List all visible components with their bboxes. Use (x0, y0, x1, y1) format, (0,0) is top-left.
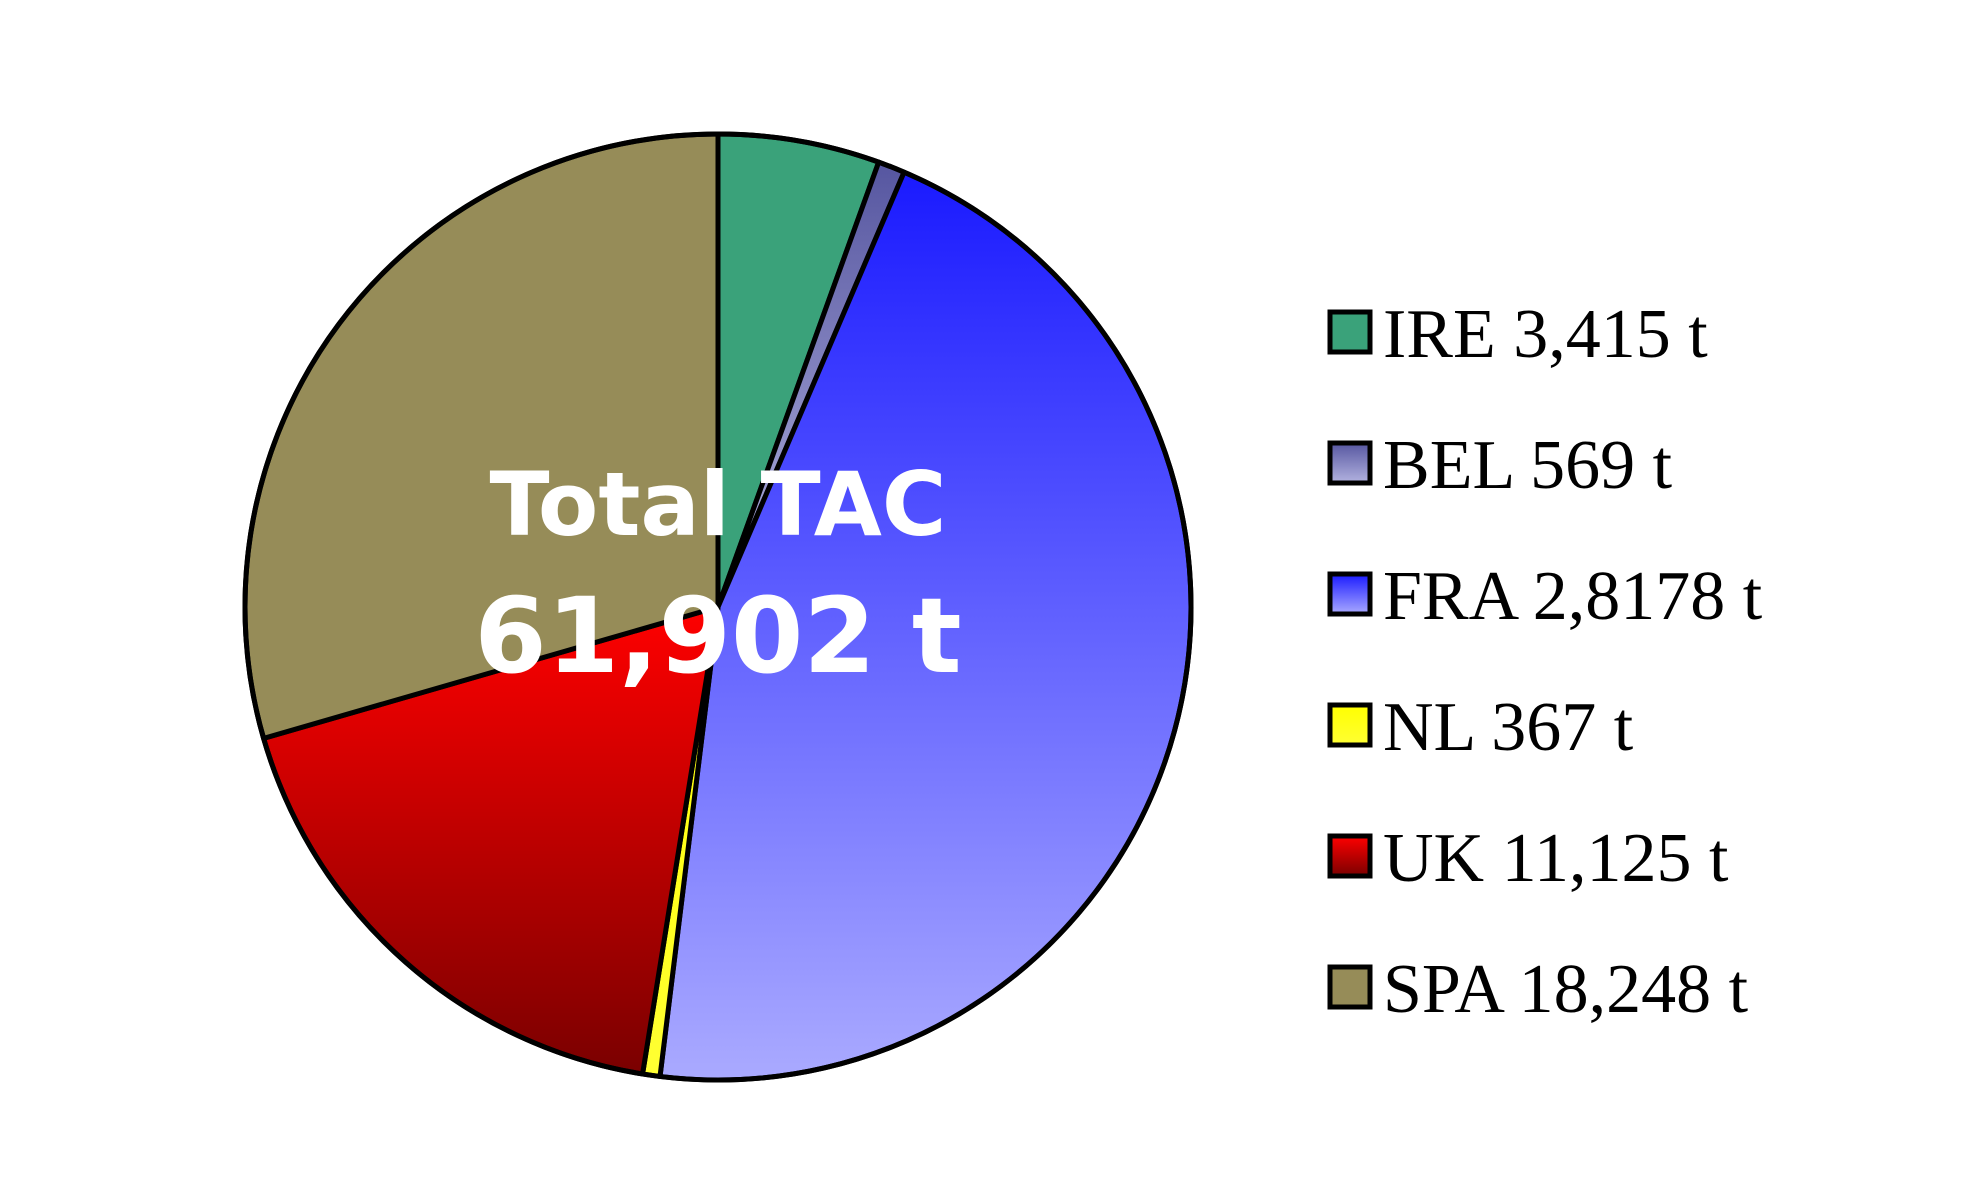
legend-label-nl: NL 367 t (1383, 689, 1634, 766)
legend-swatch-spa (1327, 964, 1373, 1010)
legend-label-fra: FRA 2,8178 t (1383, 558, 1763, 635)
legend-label-spa: SPA 18,248 t (1383, 951, 1749, 1028)
legend-label-ire: IRE 3,415 t (1383, 296, 1708, 373)
pie-outline (242, 131, 1194, 1083)
center-label-line1: Total TAC (490, 453, 947, 556)
center-label: Total TAC 61,902 t (474, 453, 961, 697)
legend-swatch-uk (1327, 833, 1373, 879)
legend-swatch-fra (1327, 571, 1373, 617)
center-label-line2: 61,902 t (474, 575, 961, 697)
legend-label-uk: UK 11,125 t (1383, 820, 1729, 897)
legend-swatch-nl (1327, 702, 1373, 748)
pie-slices (242, 131, 1194, 1083)
legend: IRE 3,415 t BEL 569 t FRA 2,8178 t NL 367 t… (1327, 296, 1763, 1028)
legend-swatch-ire (1327, 309, 1373, 355)
legend-swatch-bel (1327, 440, 1373, 486)
legend-label-bel: BEL 569 t (1383, 427, 1673, 504)
